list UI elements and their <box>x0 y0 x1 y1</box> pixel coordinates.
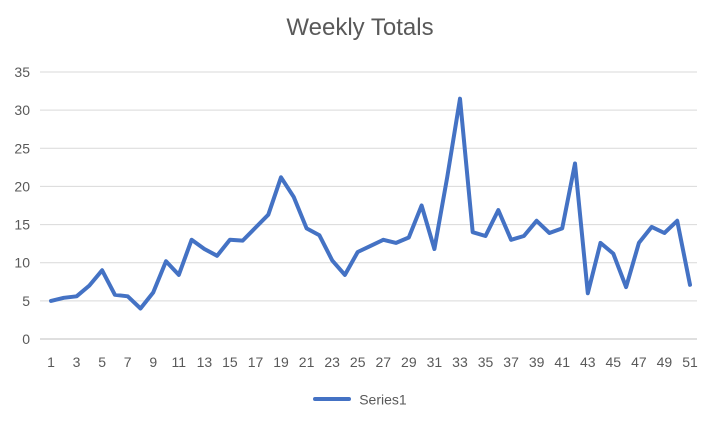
data-point <box>612 253 614 255</box>
series-layer <box>49 96 692 311</box>
data-point <box>370 245 371 247</box>
data-point <box>663 232 665 234</box>
data-point <box>446 176 448 178</box>
y-tick-label: 25 <box>14 140 30 156</box>
data-point <box>280 176 282 178</box>
x-tick-label: 31 <box>427 354 443 370</box>
data-point <box>88 285 90 287</box>
data-point <box>561 227 563 229</box>
data-point <box>472 231 474 233</box>
data-point <box>382 239 384 241</box>
data-point <box>216 255 218 257</box>
chart-title: Weekly Totals <box>286 14 434 41</box>
x-tick-label: 43 <box>580 354 596 370</box>
data-point <box>574 163 576 165</box>
data-point <box>497 209 499 211</box>
data-point <box>254 227 256 229</box>
x-tick-label: 45 <box>606 354 622 370</box>
data-point <box>485 235 487 237</box>
legend-swatch-series1 <box>313 397 352 402</box>
x-tick-label: 29 <box>401 354 417 370</box>
y-tick-label: 30 <box>14 102 30 118</box>
data-point <box>395 242 397 244</box>
x-tick-label: 21 <box>299 354 315 370</box>
data-point <box>625 286 627 288</box>
x-tick-label: 47 <box>631 354 647 370</box>
x-tick-label: 37 <box>503 354 519 370</box>
data-point <box>306 227 308 229</box>
data-point <box>114 294 116 296</box>
legend: Series1 <box>0 390 720 407</box>
data-point <box>587 292 589 294</box>
data-point <box>357 251 359 253</box>
y-tick-label: 0 <box>22 331 30 347</box>
data-point <box>433 248 435 250</box>
gridlines <box>40 71 697 340</box>
data-point <box>676 220 678 222</box>
data-point <box>421 205 423 206</box>
data-point <box>689 284 691 286</box>
data-point <box>267 214 269 216</box>
y-axis-ticks: 0 5 10 15 20 25 30 35 <box>14 64 30 347</box>
x-tick-label: 39 <box>529 354 545 370</box>
x-tick-label: 23 <box>324 354 340 370</box>
x-tick-label: 11 <box>172 354 187 370</box>
data-point <box>165 260 167 262</box>
y-tick-label: 10 <box>14 255 30 271</box>
data-point <box>638 242 640 244</box>
x-tick-label: 17 <box>248 354 264 370</box>
x-tick-label: 27 <box>375 354 391 370</box>
data-point <box>408 237 410 239</box>
data-point <box>191 239 193 241</box>
data-point <box>331 259 333 261</box>
legend-label-series1: Series1 <box>359 391 407 408</box>
data-point <box>536 220 538 222</box>
x-axis-ticks: 1 3 5 7 9 11 13 15 17 19 21 23 25 27 29 31 33 35 37 39 41 43 4… <box>47 354 698 370</box>
data-point <box>523 235 525 237</box>
data-point <box>127 295 129 297</box>
x-tick-label: 25 <box>350 354 366 370</box>
x-tick-label: 19 <box>273 354 289 370</box>
data-point <box>548 232 550 234</box>
x-tick-label: 49 <box>657 354 673 370</box>
x-tick-label: 5 <box>98 354 106 370</box>
data-point <box>203 248 205 250</box>
y-tick-label: 15 <box>14 217 30 233</box>
data-point <box>63 297 65 299</box>
data-point <box>318 234 320 236</box>
x-tick-label: 51 <box>682 354 698 370</box>
data-point <box>344 274 346 276</box>
x-tick-label: 35 <box>478 354 494 370</box>
y-tick-label: 20 <box>14 178 30 194</box>
y-tick-label: 5 <box>22 293 30 309</box>
data-point <box>101 269 103 271</box>
x-tick-label: 3 <box>73 354 81 370</box>
x-tick-label: 15 <box>222 354 238 370</box>
data-point <box>50 300 52 302</box>
data-point <box>178 274 180 276</box>
series-line-1 <box>49 96 692 311</box>
x-tick-label: 9 <box>149 354 157 370</box>
x-tick-label: 13 <box>197 354 213 370</box>
data-point <box>152 291 154 293</box>
x-tick-label: 41 <box>554 354 570 370</box>
x-tick-label: 33 <box>452 354 468 370</box>
data-point <box>600 242 602 244</box>
data-point <box>229 239 231 241</box>
data-point <box>651 226 653 228</box>
data-point <box>242 240 244 242</box>
x-tick-label: 7 <box>124 354 132 370</box>
data-point <box>459 98 461 100</box>
x-tick-label: 1 <box>47 354 55 370</box>
data-point <box>76 295 78 297</box>
data-point <box>139 307 141 309</box>
data-point <box>510 239 512 241</box>
y-tick-label: 35 <box>14 64 30 80</box>
data-point <box>293 196 295 198</box>
